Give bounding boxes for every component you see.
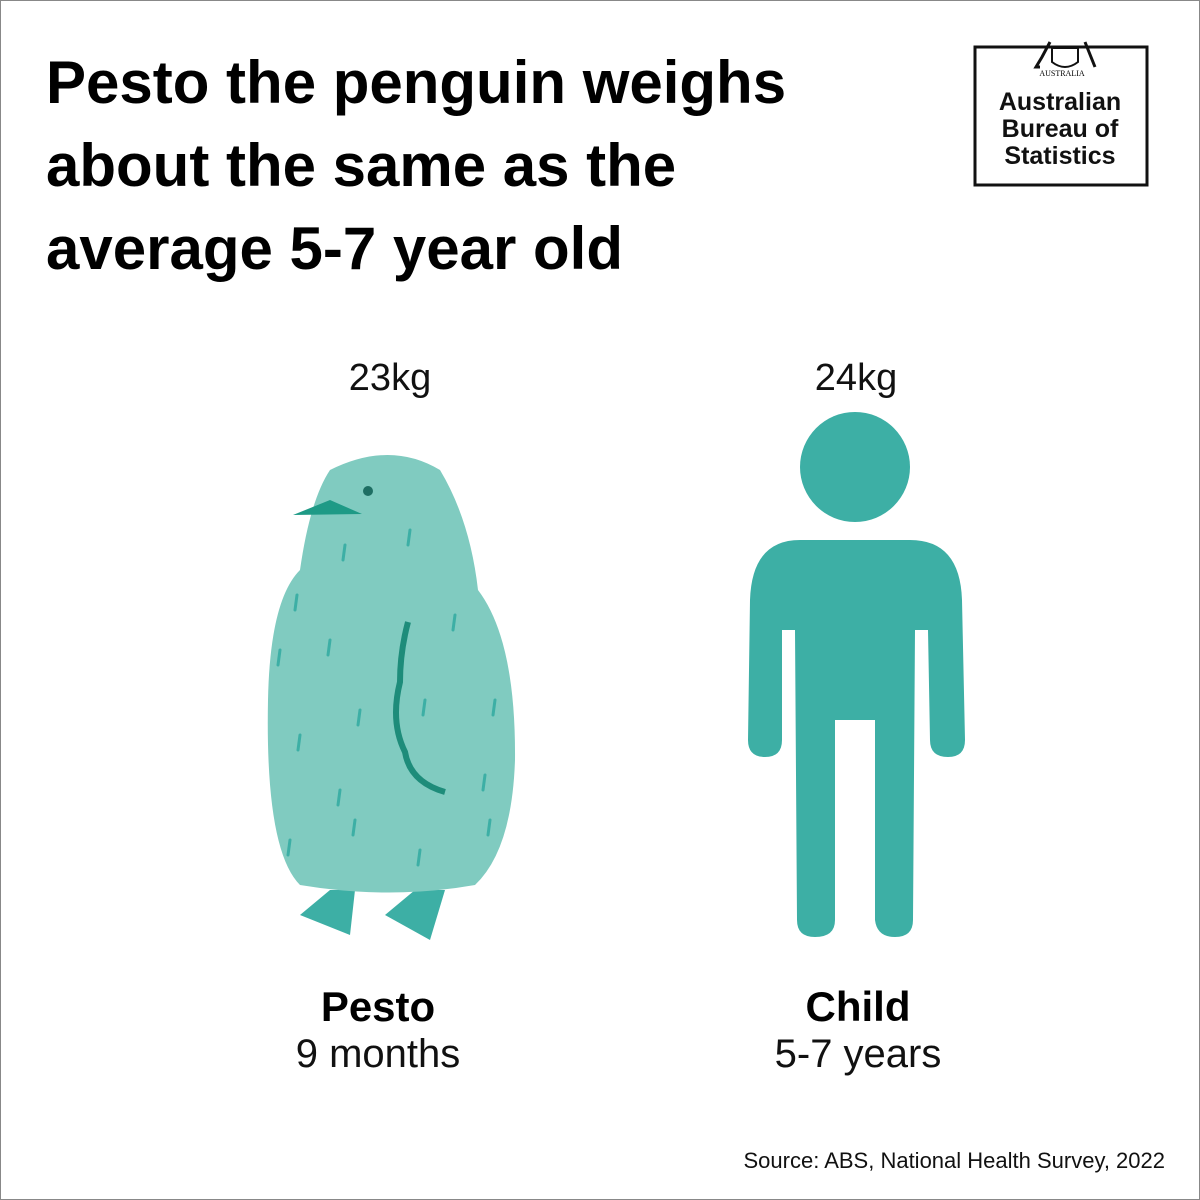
crest-text: AUSTRALIA [1039, 69, 1085, 78]
logo-text: Statistics [1004, 142, 1115, 170]
logo-text: Bureau of [1002, 115, 1119, 143]
source-note: Source: ABS, National Health Survey, 202… [743, 1148, 1165, 1173]
penguin-beak [293, 500, 362, 515]
child-body [748, 540, 965, 937]
weight-label: 24kg [815, 357, 897, 399]
penguin-flipper [393, 621, 446, 795]
child-icon [748, 412, 965, 937]
penguin-fur [276, 528, 497, 867]
logo-text: Australian [999, 88, 1121, 116]
title-line: about the same as the [46, 132, 676, 199]
weight-label: 23kg [349, 357, 431, 399]
figure-name: Pesto [321, 983, 435, 1030]
penguin-foot [385, 890, 445, 940]
child-head [800, 412, 910, 522]
penguin-eye [363, 486, 373, 496]
crest-supporters [1033, 41, 1097, 69]
figure-name: Child [806, 983, 911, 1030]
figure-age: 9 months [296, 1032, 461, 1076]
penguin-body [267, 455, 516, 893]
penguin-icon [267, 455, 516, 940]
title-line: Pesto the penguin weighs [46, 49, 786, 116]
logo: AUSTRALIA Australian Bureau of Statistic… [973, 41, 1149, 187]
figure-age: 5-7 years [775, 1032, 942, 1076]
penguin-foot [300, 890, 355, 935]
crest-shield [1051, 47, 1079, 68]
title-line: average 5-7 year old [46, 215, 623, 282]
